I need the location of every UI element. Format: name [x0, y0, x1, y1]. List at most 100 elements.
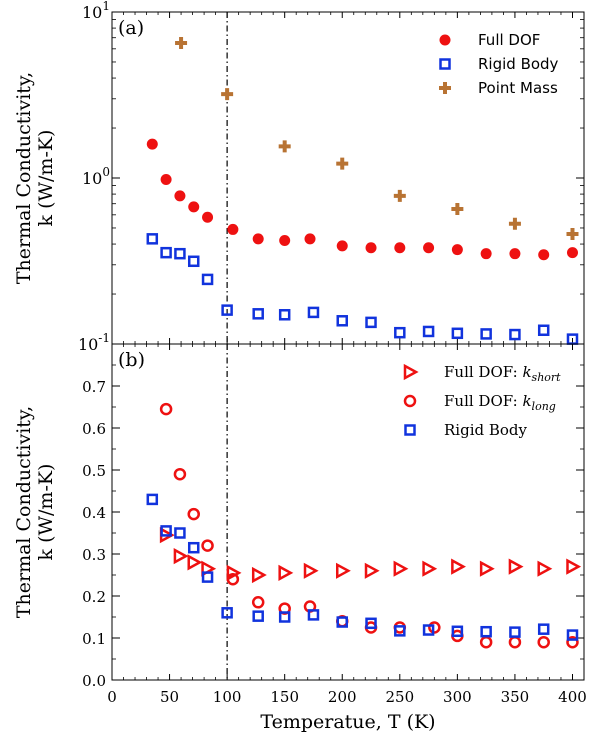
- data-point: [227, 223, 239, 235]
- y-tick-exp: 0: [102, 165, 110, 179]
- data-point: [566, 227, 579, 240]
- data-point: [307, 306, 320, 319]
- series-a-point-mass: [175, 37, 579, 240]
- data-point: [479, 560, 495, 577]
- data-point: [538, 249, 550, 261]
- legend-marker: [439, 58, 451, 70]
- y-axis-label-line1: Thermal Conductivity,: [13, 406, 35, 618]
- x-ticks-panel-a: [111, 12, 573, 344]
- legend-label-k: k: [522, 392, 531, 410]
- legend-label: Point Mass: [478, 79, 558, 97]
- y-axis-panel-b: 0.0 0.1 0.2 0.3 0.4 0.5 0.6 0.7: [82, 364, 584, 690]
- data-point: [393, 189, 406, 202]
- data-point: [278, 564, 294, 582]
- data-point: [187, 554, 203, 571]
- data-point: [307, 609, 320, 621]
- data-point: [221, 607, 233, 619]
- data-point: [174, 527, 186, 539]
- data-point: [252, 233, 264, 245]
- legend-marker: [403, 394, 417, 408]
- y-axis-label-line1: Thermal Conductivity,: [13, 72, 35, 284]
- data-point: [188, 201, 200, 213]
- data-point: [173, 547, 189, 565]
- data-point: [226, 564, 242, 582]
- data-point: [251, 596, 265, 609]
- data-point: [252, 308, 264, 320]
- legend-label: Rigid Body: [478, 55, 559, 73]
- data-point: [278, 309, 291, 321]
- data-point: [251, 566, 267, 584]
- data-point: [537, 635, 550, 649]
- y-tick-label: 0.7: [82, 378, 106, 396]
- data-point: [365, 617, 377, 630]
- y-tick-base: 10: [82, 3, 102, 22]
- data-point: [175, 37, 188, 50]
- data-point: [252, 610, 264, 622]
- data-point: [187, 541, 200, 554]
- x-axis-label: Temperatue, T (K): [260, 711, 435, 733]
- data-point: [480, 625, 492, 638]
- y-axis-label-line2: k (W/m-K): [35, 464, 57, 561]
- data-point: [537, 623, 550, 635]
- legend-label-k: k: [522, 363, 531, 381]
- data-point: [508, 217, 521, 230]
- legend-label-main: Full DOF:: [444, 363, 522, 381]
- data-point: [422, 560, 438, 577]
- legend-label-sub: short: [532, 371, 562, 384]
- y-tick-label: 0.2: [82, 588, 106, 606]
- x-axis-panel-b: 0 50 100 150 200 250 300 350 400: [107, 344, 587, 706]
- x-tick-label: 100: [213, 688, 242, 706]
- x-tick-label: 350: [501, 688, 530, 706]
- data-point: [566, 635, 579, 649]
- data-point: [566, 629, 579, 641]
- data-point: [566, 247, 578, 259]
- data-point: [336, 315, 348, 327]
- data-point: [336, 157, 349, 170]
- data-point: [509, 248, 521, 260]
- data-point: [422, 325, 435, 338]
- x-tick-label: 400: [558, 688, 587, 706]
- data-point: [303, 562, 319, 579]
- data-point: [537, 560, 553, 577]
- data-point: [451, 244, 463, 256]
- data-point: [509, 328, 521, 341]
- legend-label: Full DOF: klong: [444, 392, 556, 413]
- y-axis-label-panel-a: Thermal Conductivity, k (W/m-K): [13, 72, 57, 284]
- legend-panel-a: Full DOF Rigid Body Point Mass: [439, 31, 559, 97]
- data-point: [423, 242, 435, 254]
- data-point: [537, 324, 550, 337]
- series-b-full-dof-k-short: [159, 526, 582, 584]
- legend-marker: [439, 34, 451, 46]
- x-tick-label: 250: [385, 688, 414, 706]
- legend-marker: [404, 424, 416, 436]
- y-tick-label: 0.4: [82, 504, 106, 522]
- y-tick-label: 0.0: [82, 672, 106, 690]
- data-point: [335, 562, 351, 579]
- data-point: [304, 233, 316, 245]
- data-point: [509, 626, 521, 638]
- legend-label: Full DOF: [478, 31, 540, 49]
- data-point: [480, 248, 492, 260]
- data-point: [393, 560, 409, 577]
- y-tick-base: 10: [82, 169, 102, 188]
- data-point: [173, 467, 187, 481]
- data-point: [451, 558, 466, 575]
- data-point: [451, 625, 464, 638]
- data-point: [221, 304, 233, 316]
- x-tick-label: 0: [107, 688, 117, 706]
- data-point: [365, 242, 377, 254]
- series-b-rigid-body: [146, 493, 579, 641]
- x-tick-label: 50: [160, 688, 179, 706]
- data-point: [479, 635, 493, 649]
- data-point: [365, 316, 377, 329]
- y-tick-label: 100: [82, 165, 110, 188]
- data-point: [336, 616, 348, 628]
- y-tick-label: 0.1: [82, 630, 106, 648]
- data-point: [201, 539, 214, 552]
- data-point: [159, 402, 173, 416]
- data-point: [394, 242, 406, 254]
- y-tick-label: 10-1: [78, 331, 110, 354]
- legend-marker: [439, 82, 451, 94]
